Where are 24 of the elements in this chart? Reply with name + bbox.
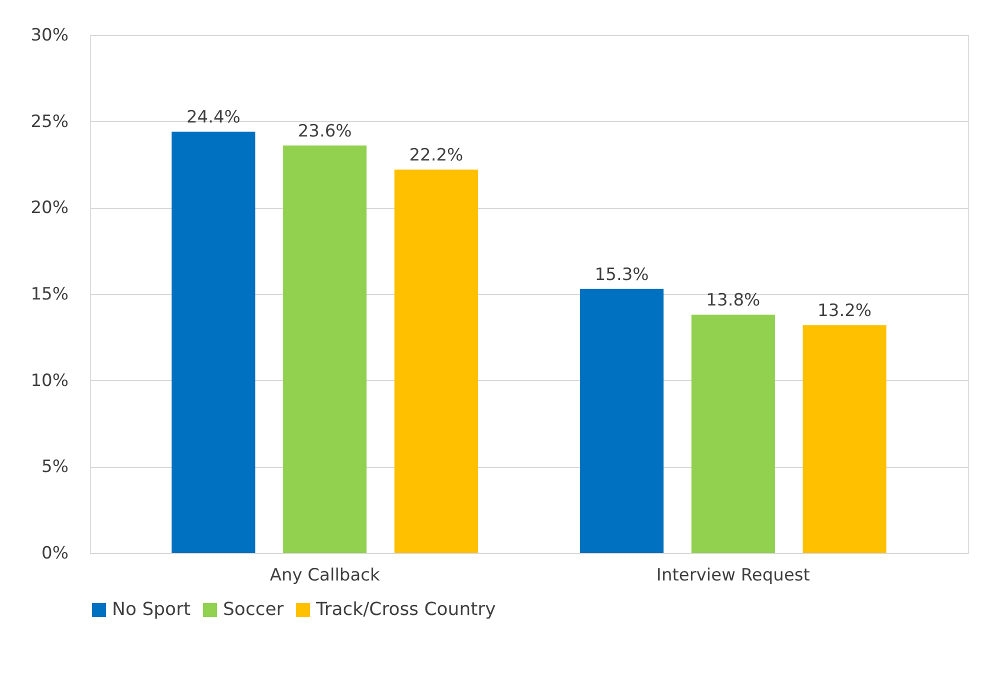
- bar: [580, 288, 664, 553]
- y-tick-label: 10%: [30, 370, 68, 391]
- data-label: 13.2%: [818, 301, 872, 322]
- legend-label: Soccer: [223, 599, 284, 620]
- bar: [394, 170, 478, 553]
- data-label: 24.4%: [186, 108, 240, 128]
- legend-label: No Sport: [112, 599, 191, 620]
- bar: [283, 146, 367, 553]
- data-label: 22.2%: [409, 146, 464, 166]
- y-tick-label: 15%: [30, 284, 68, 304]
- y-tick-label: 0%: [42, 544, 68, 564]
- bar: [691, 314, 775, 553]
- y-tick-label: 30%: [30, 26, 68, 46]
- bar: [802, 325, 886, 553]
- x-tick-label: Interview Request: [656, 566, 810, 586]
- y-tick-label: 20%: [30, 198, 68, 218]
- y-tick-label: 5%: [42, 457, 68, 478]
- bar: [172, 132, 256, 553]
- data-label: 13.8%: [706, 290, 760, 311]
- y-tick-label: 25%: [30, 112, 68, 132]
- data-label: 23.6%: [298, 122, 352, 142]
- x-tick-label: Any Callback: [270, 566, 380, 586]
- data-label: 15.3%: [594, 264, 649, 285]
- legend-label: Track/Cross Country: [315, 599, 496, 620]
